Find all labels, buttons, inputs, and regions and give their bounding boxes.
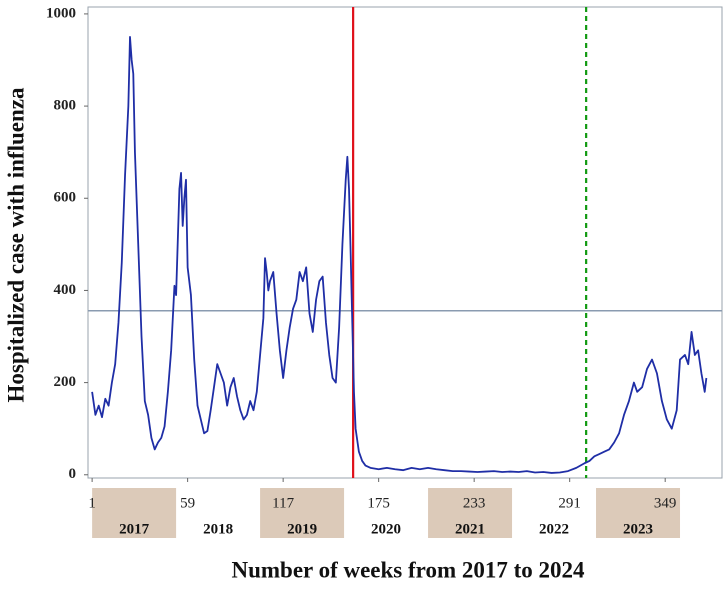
x-tick-label: 349 <box>654 495 677 511</box>
year-band <box>596 488 681 538</box>
x-axis-title: Number of weeks from 2017 to 2024 <box>231 557 585 582</box>
x-tick-label: 233 <box>463 495 486 511</box>
y-tick-label: 200 <box>54 374 77 390</box>
x-tick-label: 117 <box>272 495 294 511</box>
year-label: 2018 <box>203 521 233 537</box>
year-band <box>92 488 177 538</box>
series-line <box>91 36 708 474</box>
year-label: 2017 <box>119 521 150 537</box>
y-axis-title: Hospitalized case with influenza <box>3 87 28 402</box>
year-label: 2019 <box>287 521 317 537</box>
year-label: 2023 <box>623 521 653 537</box>
y-tick-label: 0 <box>69 466 77 482</box>
year-band <box>428 488 513 538</box>
x-tick-label: 175 <box>367 495 390 511</box>
year-label: 2020 <box>371 521 401 537</box>
plot-frame <box>87 6 723 479</box>
x-tick-label: 1 <box>88 495 96 511</box>
y-tick-label: 1000 <box>46 5 76 21</box>
year-label: 2022 <box>539 521 569 537</box>
year-label: 2021 <box>455 521 485 537</box>
y-tick-label: 400 <box>54 282 77 298</box>
x-tick-label: 59 <box>180 495 195 511</box>
x-tick-label: 291 <box>558 495 581 511</box>
year-band <box>260 488 345 538</box>
y-tick-label: 600 <box>54 190 77 206</box>
y-tick-label: 800 <box>54 98 77 114</box>
